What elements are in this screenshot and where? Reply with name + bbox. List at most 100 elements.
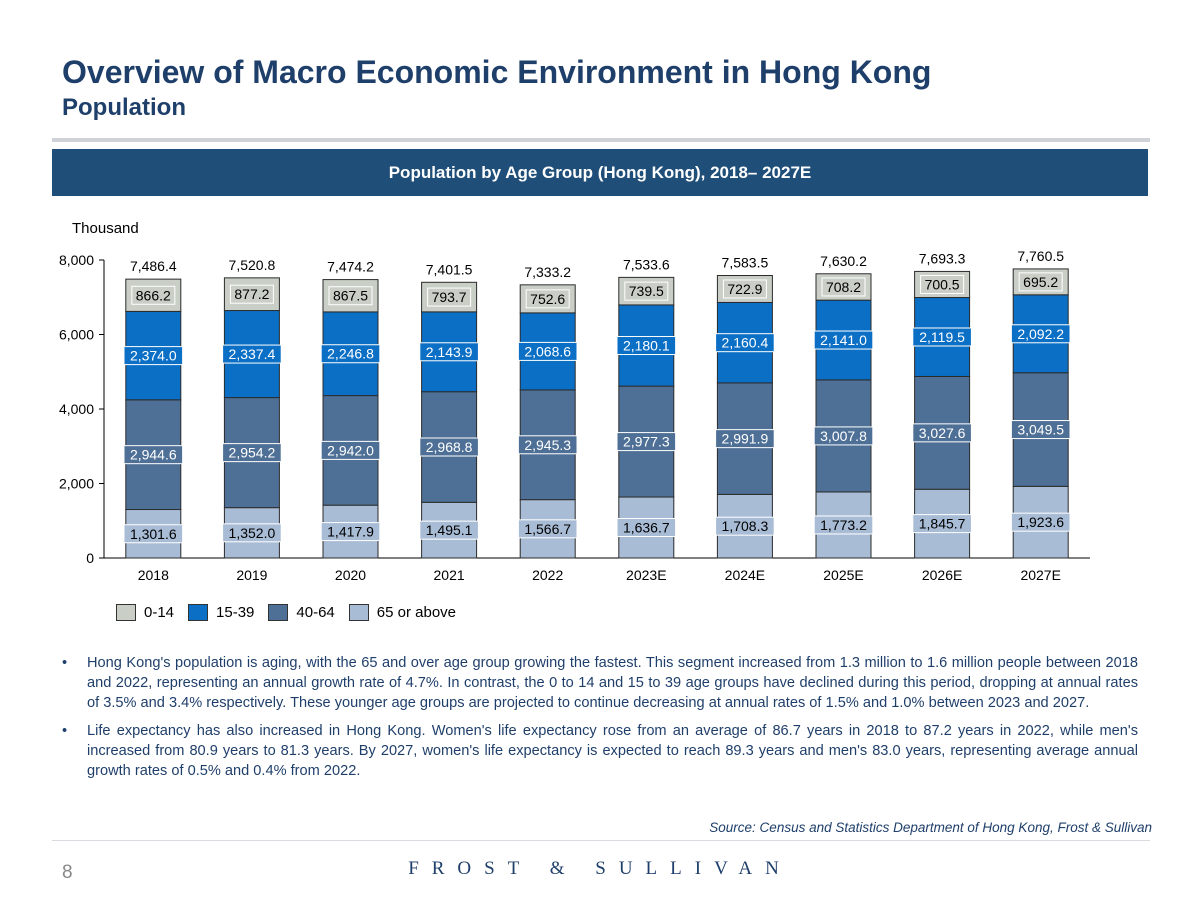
legend-item: 15-39 <box>188 604 254 621</box>
page-subtitle: Population <box>62 94 186 121</box>
data-label: 2,991.9 <box>722 431 769 447</box>
legend-item: 40-64 <box>268 604 335 621</box>
data-label-box <box>229 284 274 304</box>
data-label-box <box>222 443 282 463</box>
data-label-box <box>715 429 775 449</box>
data-label: 700.5 <box>925 276 960 292</box>
x-tick-label: 2020 <box>335 567 366 583</box>
x-tick-label: 2026E <box>922 567 962 583</box>
data-label: 1,301.6 <box>130 526 177 542</box>
data-label: 695.2 <box>1023 274 1058 290</box>
x-tick-label: 2023E <box>626 567 666 583</box>
legend-label: 40-64 <box>296 604 335 621</box>
x-tick-label: 2025E <box>823 567 863 583</box>
data-label: 2,945.3 <box>524 437 571 453</box>
data-label-box <box>525 289 570 309</box>
data-label-box <box>517 435 578 455</box>
data-label: 2,143.9 <box>426 344 473 360</box>
brand-logo-text: FROST & SULLIVAN <box>408 858 792 879</box>
data-label: 2,246.8 <box>327 346 374 362</box>
data-label-box <box>920 274 965 294</box>
data-label: 2,160.4 <box>722 335 769 351</box>
data-label-box <box>813 515 874 535</box>
data-label: 2,968.8 <box>426 439 473 455</box>
y-tick-label: 2,000 <box>59 476 94 492</box>
data-label: 2,977.3 <box>623 434 670 450</box>
data-label-box <box>123 346 184 366</box>
data-label: 708.2 <box>826 279 861 295</box>
data-label-box <box>715 516 775 536</box>
total-label: 7,630.2 <box>820 253 867 269</box>
legend-swatch <box>188 604 209 621</box>
total-label: 7,474.2 <box>327 259 374 275</box>
data-label-box <box>1010 420 1071 440</box>
y-tick-label: 0 <box>86 550 94 566</box>
data-label: 2,942.0 <box>327 442 374 458</box>
page-number: 8 <box>62 862 73 883</box>
commentary-list: Hong Kong's population is aging, with th… <box>62 653 1138 789</box>
total-label: 7,333.2 <box>524 264 571 280</box>
y-tick-label: 8,000 <box>59 252 94 268</box>
data-label-box <box>328 286 373 306</box>
total-label: 7,760.5 <box>1017 248 1064 264</box>
data-label: 2,180.1 <box>623 338 670 354</box>
data-label-box <box>616 432 677 452</box>
legend-label: 0-14 <box>144 604 175 621</box>
data-label: 2,374.0 <box>130 348 177 364</box>
total-label: 7,486.4 <box>130 258 177 274</box>
data-label: 3,027.6 <box>919 425 966 441</box>
total-label: 7,533.6 <box>623 256 670 272</box>
commentary-bullet: Hong Kong's population is aging, with th… <box>62 653 1138 713</box>
page-title: Overview of Macro Economic Environment i… <box>62 54 932 90</box>
data-label-box <box>427 287 472 307</box>
data-label-box <box>821 277 866 297</box>
data-label: 2,068.6 <box>524 343 571 359</box>
data-label: 2,954.2 <box>229 445 276 461</box>
data-label: 2,092.2 <box>1017 326 1064 342</box>
data-label-box <box>517 519 578 539</box>
data-label-box <box>912 423 972 443</box>
data-label: 3,007.8 <box>820 428 867 444</box>
data-label: 1,352.0 <box>229 525 276 541</box>
data-label-box <box>123 524 184 544</box>
data-label: 739.5 <box>629 283 664 299</box>
total-label: 7,520.8 <box>229 257 276 273</box>
data-label-box <box>912 327 972 347</box>
data-label-box <box>616 336 677 356</box>
data-label-box <box>912 514 972 534</box>
y-tick-label: 4,000 <box>59 401 94 417</box>
data-label-box <box>419 520 479 540</box>
data-label: 752.6 <box>530 291 565 307</box>
data-label: 866.2 <box>136 287 171 303</box>
data-label-box <box>222 344 282 364</box>
x-tick-label: 2024E <box>725 567 765 583</box>
data-label-box <box>419 437 479 457</box>
data-label: 1,636.7 <box>623 520 670 536</box>
legend-swatch <box>268 604 289 621</box>
chart-title-banner: Population by Age Group (Hong Kong), 201… <box>52 149 1148 196</box>
x-tick-label: 2018 <box>138 567 169 583</box>
total-label: 7,401.5 <box>426 261 473 277</box>
x-tick-label: 2021 <box>434 567 465 583</box>
title-divider <box>52 138 1150 142</box>
data-label-box <box>1010 512 1071 532</box>
y-axis-unit-label: Thousand <box>72 220 139 237</box>
x-tick-label: 2027E <box>1020 567 1060 583</box>
data-label: 1,845.7 <box>919 516 966 532</box>
data-label: 1,495.1 <box>426 522 473 538</box>
stacked-bar-chart: 0 2,000 4,000 6,000 8,000 1,301.6 2,944.6 2,374… <box>59 248 1090 583</box>
data-label: 1,708.3 <box>722 518 769 534</box>
data-label-box <box>1018 272 1063 292</box>
data-label: 1,566.7 <box>524 521 571 537</box>
total-label: 7,693.3 <box>919 250 966 266</box>
legend-label: 65 or above <box>376 604 457 621</box>
data-label-box <box>722 279 767 299</box>
chart-legend: 0-14 15-39 40-64 65 or above <box>116 604 470 621</box>
footer-divider <box>52 840 1150 841</box>
data-label-box <box>123 445 184 465</box>
data-label: 867.5 <box>333 288 368 304</box>
data-label-box <box>320 344 381 364</box>
data-label: 2,141.0 <box>820 332 867 348</box>
data-label-box <box>222 523 282 543</box>
legend-swatch <box>116 604 136 621</box>
